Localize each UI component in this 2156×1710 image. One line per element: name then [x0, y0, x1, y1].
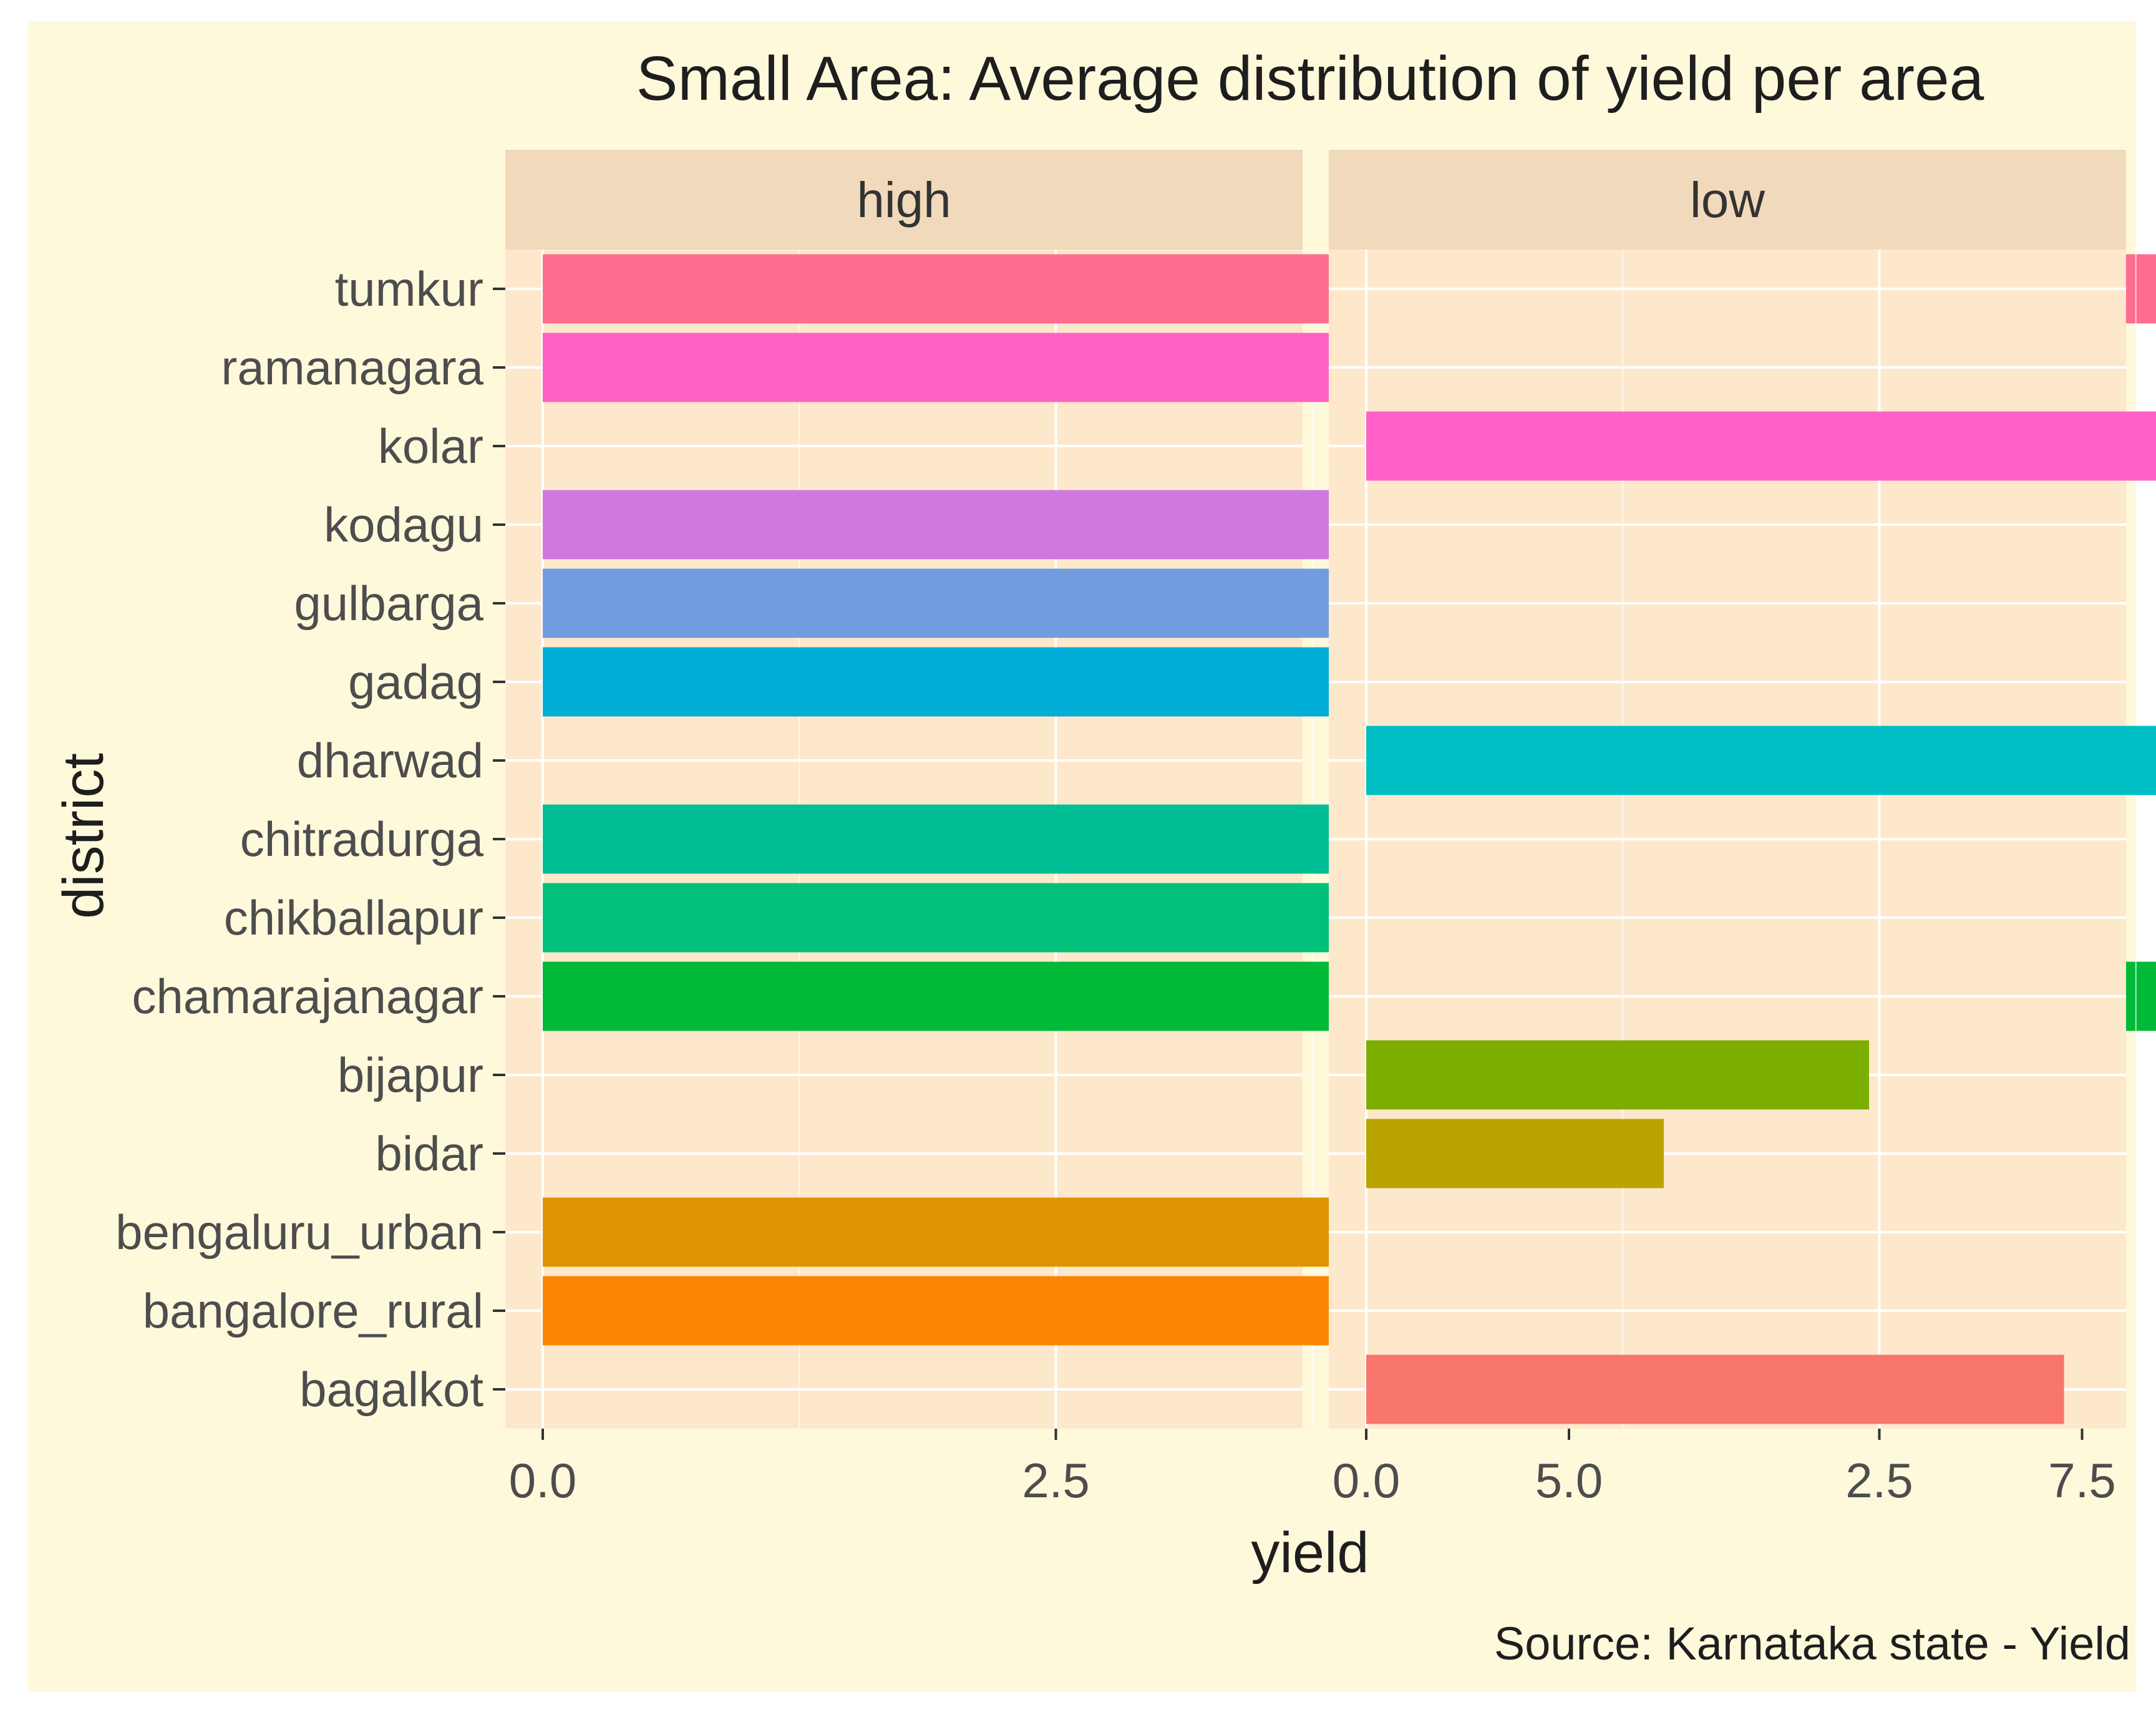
y-tick-labels: tumkur ramanagara kolar kodagu gulbarga gadag…: [115, 261, 505, 1417]
y-tick-label-bidar: bidar: [376, 1126, 483, 1181]
x-tick-label-high: 5.0: [1535, 1453, 1603, 1508]
y-tick-label-bengaluru_urban: bengaluru_urban: [115, 1205, 483, 1260]
x-axis-title: yield: [1251, 1521, 1369, 1585]
bar-low-kolar: [1366, 411, 2156, 481]
facet-strip-low: [1329, 150, 2126, 250]
y-tick-label-tumkur: tumkur: [335, 261, 483, 316]
source-caption: Source: Karnataka state - Yield: [1494, 1618, 2130, 1669]
facet-label-high: high: [857, 172, 951, 228]
y-tick-label-dharwad: dharwad: [297, 733, 483, 788]
bar-low-bagalkot: [1366, 1354, 2064, 1424]
y-tick-label-kodagu: kodagu: [324, 497, 483, 552]
x-tick-label-high: 2.5: [1022, 1453, 1089, 1508]
y-tick-label-ramanagara: ramanagara: [221, 340, 483, 395]
x-tick-label-high: 0.0: [509, 1453, 576, 1508]
panel-low: low 0.0 2.5 5.0 7.5: [1329, 150, 2156, 1508]
y-tick-label-bangalore_rural: bangalore_rural: [143, 1283, 483, 1338]
chart-title: Small Area: Average distribution of yiel…: [636, 44, 1984, 114]
y-axis-title: district: [52, 753, 115, 919]
bar-low-bijapur: [1366, 1040, 1870, 1110]
x-tick-label-low: 2.5: [1845, 1453, 1913, 1508]
x-tick-label-low: 0.0: [1333, 1453, 1400, 1508]
y-tick-label-gadag: gadag: [348, 654, 483, 709]
x-tick-label-high: 7.5: [2048, 1453, 2115, 1508]
y-tick-label-kolar: kolar: [378, 419, 483, 474]
bar-low-bidar: [1366, 1119, 1664, 1188]
bar-low-dharwad: [1366, 726, 2156, 795]
y-tick-label-bijapur: bijapur: [337, 1047, 483, 1102]
y-tick-label-chamarajanagar: chamarajanagar: [132, 969, 483, 1024]
y-tick-label-bagalkot: bagalkot: [299, 1362, 483, 1417]
y-tick-label-gulbarga: gulbarga: [294, 576, 483, 631]
facet-label-low: low: [1690, 172, 1765, 228]
facet-strip-high: [505, 150, 1303, 250]
y-tick-label-chikballapur: chikballapur: [224, 890, 483, 945]
y-tick-label-chitradurga: chitradurga: [240, 812, 484, 867]
